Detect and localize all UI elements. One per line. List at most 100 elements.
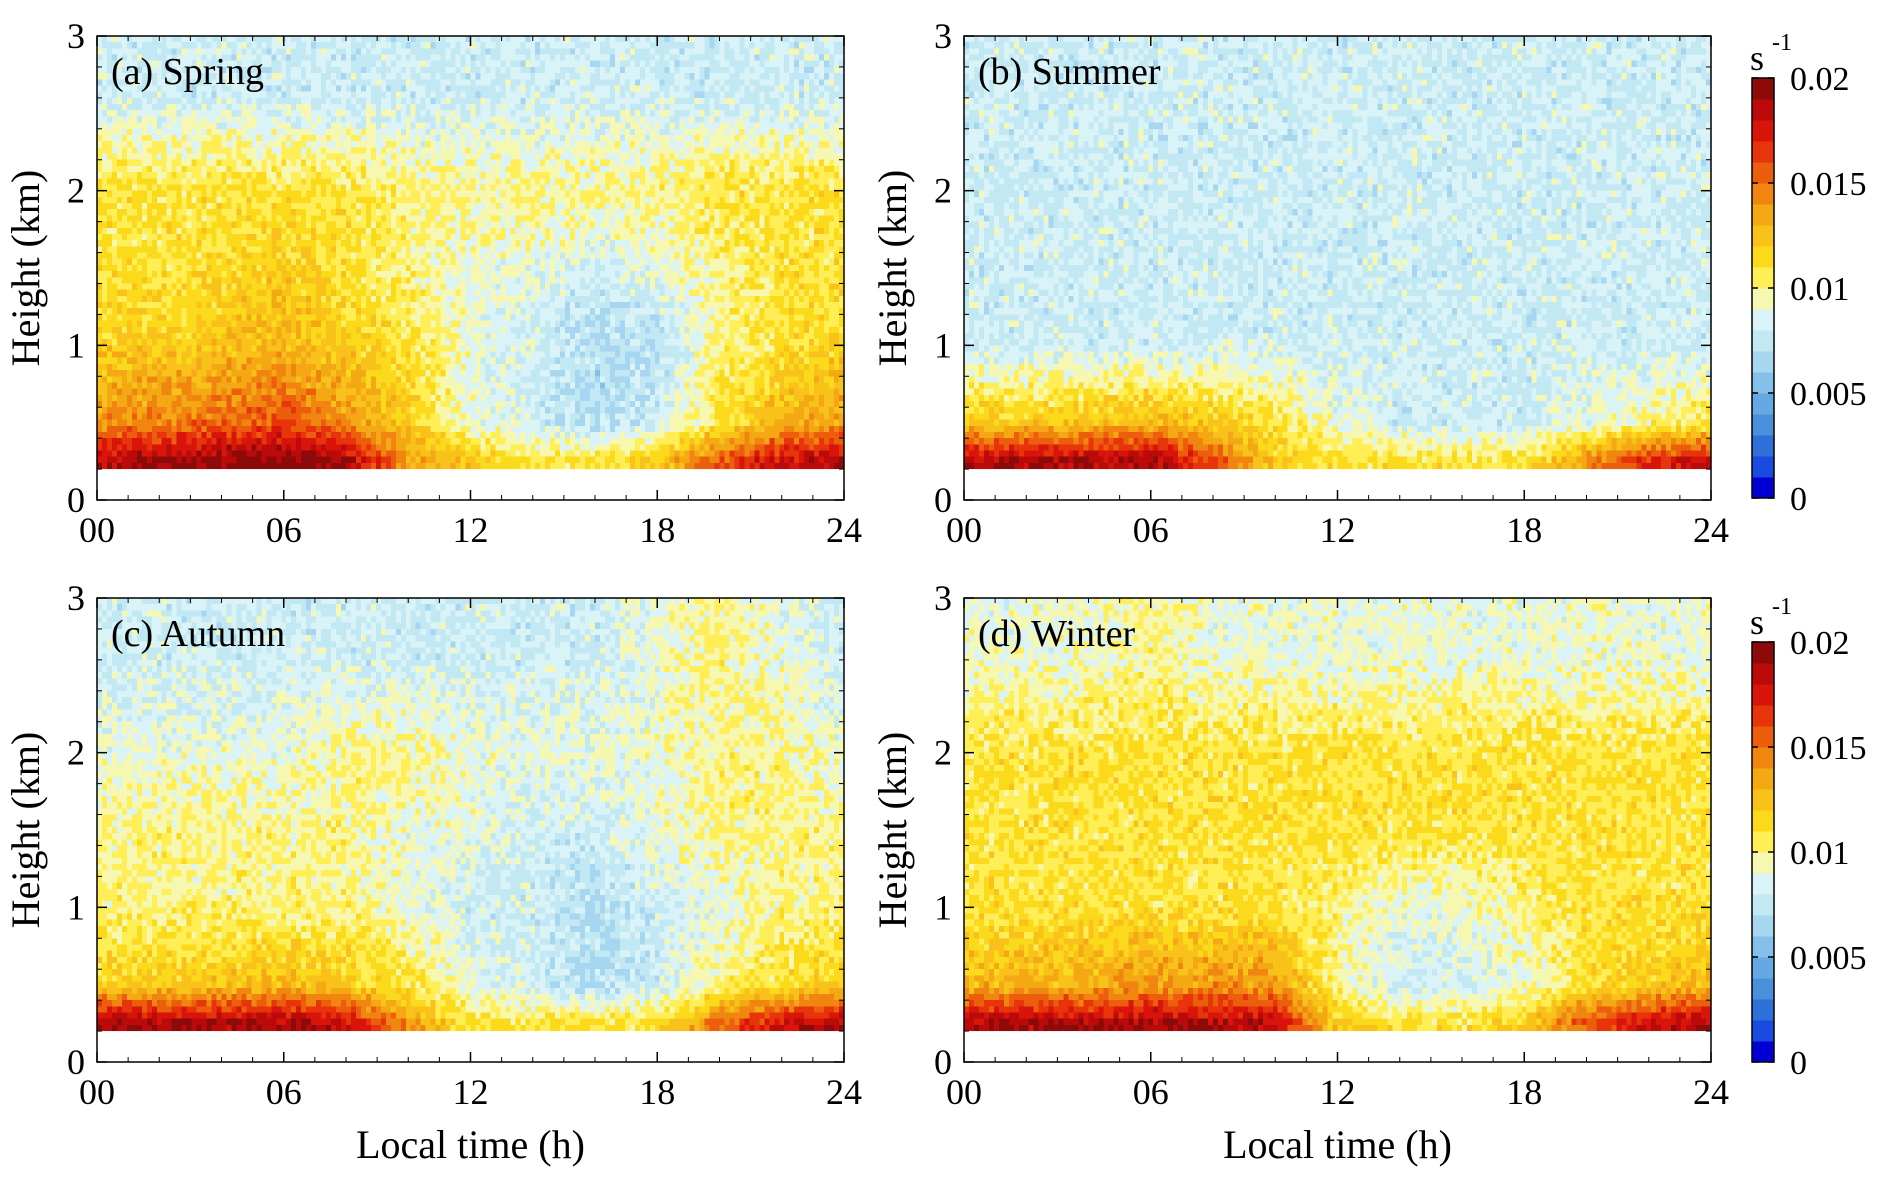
colorbar-tick-label: 0.02 — [1790, 625, 1850, 662]
colorbar-segment — [1752, 810, 1774, 832]
colorbar-segment — [1752, 351, 1774, 373]
colorbar-segment — [1752, 414, 1774, 436]
colorbar-segment — [1752, 768, 1774, 790]
x-axis-label: Local time (h) — [356, 1122, 585, 1167]
colorbar-2: 0.02 0.015 0.01 0.005 0 s -1 — [1750, 594, 1867, 1082]
y-tick-label: 2 — [934, 171, 952, 211]
colorbar-tick-label: 0.005 — [1790, 940, 1867, 977]
y-tick-label: 2 — [67, 171, 85, 211]
y-tick-label: 1 — [934, 325, 952, 365]
x-tick-label: 00 — [79, 510, 115, 550]
y-tick-label: 0 — [934, 480, 952, 520]
x-tick-label: 18 — [639, 510, 675, 550]
colorbar-segment — [1752, 705, 1774, 727]
x-tick-label: 06 — [266, 1072, 302, 1112]
x-tick-label: 12 — [1320, 1072, 1356, 1112]
colorbar-segment — [1752, 78, 1774, 100]
heatmap-image — [964, 36, 1711, 470]
y-tick-label: 2 — [67, 733, 85, 773]
colorbar-segment — [1752, 141, 1774, 163]
x-tick-label: 18 — [639, 1072, 675, 1112]
panel-label: (c) Autumn — [111, 613, 285, 655]
x-tick-label: 24 — [1693, 1072, 1729, 1112]
x-tick-label: 06 — [266, 510, 302, 550]
colorbar-segment — [1752, 978, 1774, 1000]
x-tick-label: 24 — [1693, 510, 1729, 550]
y-axis-label: Height (km) — [870, 732, 915, 929]
y-tick-label: 2 — [934, 733, 952, 773]
colorbar-tick-label: 0.01 — [1790, 271, 1850, 308]
y-tick-label: 1 — [934, 887, 952, 927]
colorbar-segment — [1752, 915, 1774, 937]
heatmap-image — [97, 598, 844, 1032]
colorbar-segment — [1752, 726, 1774, 748]
colorbar-segment — [1752, 957, 1774, 979]
colorbar-segment — [1752, 852, 1774, 874]
x-tick-label: 18 — [1506, 1072, 1542, 1112]
y-tick-label: 0 — [67, 480, 85, 520]
y-tick-label: 3 — [934, 578, 952, 618]
x-tick-label: 06 — [1133, 1072, 1169, 1112]
y-tick-label: 0 — [67, 1042, 85, 1082]
colorbar-segment — [1752, 162, 1774, 184]
y-tick-label: 3 — [67, 16, 85, 56]
colorbar-segment — [1752, 663, 1774, 685]
colorbar-tick-label: 0.01 — [1790, 835, 1850, 872]
colorbar-segment — [1752, 1020, 1774, 1042]
colorbar-unit: s — [1750, 38, 1764, 78]
y-tick-label: 3 — [67, 578, 85, 618]
x-tick-label: 12 — [453, 510, 489, 550]
colorbar-segment — [1752, 789, 1774, 811]
y-tick-label: 1 — [67, 887, 85, 927]
colorbar-unit-superscript: -1 — [1772, 30, 1792, 56]
colorbar-tick-label: 0.005 — [1790, 376, 1867, 413]
x-tick-label: 00 — [946, 1072, 982, 1112]
colorbar-segment — [1752, 936, 1774, 958]
colorbar-1: 0.02 0.015 0.01 0.005 0 s -1 — [1750, 30, 1867, 518]
colorbar-tick-label: 0.02 — [1790, 61, 1850, 98]
x-axis-label: Local time (h) — [1223, 1122, 1452, 1167]
x-tick-label: 00 — [79, 1072, 115, 1112]
colorbar-segment — [1752, 831, 1774, 853]
colorbar-segment — [1752, 894, 1774, 916]
colorbar-unit: s — [1750, 602, 1764, 642]
panel-label: (d) Winter — [978, 613, 1135, 655]
colorbar-segment — [1752, 642, 1774, 664]
y-axis-label: Height (km) — [3, 732, 48, 929]
colorbar-segment — [1752, 393, 1774, 415]
y-tick-label: 3 — [934, 16, 952, 56]
colorbar-segment — [1752, 873, 1774, 895]
x-tick-label: 24 — [826, 1072, 862, 1112]
colorbar-tick-label: 0 — [1790, 481, 1807, 518]
y-tick-label: 0 — [934, 1042, 952, 1082]
colorbars: 0.02 0.015 0.01 0.005 0 s -1 0.02 0.015 0.01 0.005… — [1750, 30, 1867, 1082]
colorbar-tick-label: 0.015 — [1790, 730, 1867, 767]
heatmap-image — [964, 598, 1711, 1032]
colorbar-segment — [1752, 747, 1774, 769]
x-tick-label: 12 — [1320, 510, 1356, 550]
colorbar-segment — [1752, 456, 1774, 478]
colorbar-unit-superscript: -1 — [1772, 594, 1792, 620]
colorbar-segment — [1752, 99, 1774, 121]
colorbar-segment — [1752, 372, 1774, 394]
panel-label: (b) Summer — [978, 51, 1161, 93]
x-tick-label: 12 — [453, 1072, 489, 1112]
colorbar-segment — [1752, 288, 1774, 310]
colorbar-segment — [1752, 246, 1774, 268]
colorbar-segment — [1752, 267, 1774, 289]
x-tick-label: 18 — [1506, 510, 1542, 550]
colorbar-segment — [1752, 477, 1774, 499]
colorbar-segment — [1752, 1041, 1774, 1063]
colorbar-segment — [1752, 309, 1774, 331]
colorbar-segment — [1752, 684, 1774, 706]
x-tick-label: 24 — [826, 510, 862, 550]
colorbar-segment — [1752, 120, 1774, 142]
colorbar-segment — [1752, 330, 1774, 352]
colorbar-segment — [1752, 183, 1774, 205]
heatmap-image — [97, 36, 844, 470]
